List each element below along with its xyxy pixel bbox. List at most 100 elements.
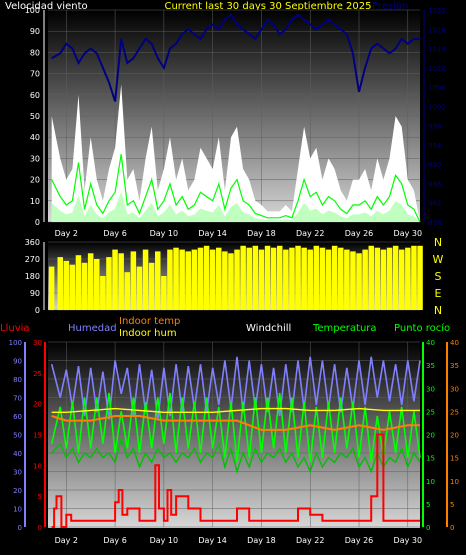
wind-left-tick-label: 80 [30, 48, 40, 57]
direction-bar [106, 257, 112, 310]
legend-windchill: Windchill [246, 323, 291, 334]
rain-tick-label: 0 [38, 524, 42, 532]
temperature-tick-label: 5 [426, 501, 430, 509]
rain-tick-label: 15 [33, 432, 42, 440]
pressure-tick-label: 986 [428, 180, 442, 188]
direction-tick-label: 360 [25, 238, 40, 247]
direction-bar [130, 251, 137, 310]
wind-left-tick-label: 30 [30, 154, 40, 163]
temperature-tick-label: 40 [426, 339, 435, 347]
wind-left-tick-label: 100 [25, 6, 40, 15]
humidity-tick-label: 20 [13, 487, 22, 495]
wind-left-tick-label: 90 [30, 27, 40, 36]
direction-bar [87, 253, 94, 310]
temperature-tick-label: 0 [426, 524, 430, 532]
direction-bar [258, 249, 265, 310]
direction-bar [118, 253, 124, 310]
wind-left-tick-label: 50 [30, 112, 40, 121]
indoor-temperature-tick-label: 5 [450, 501, 454, 509]
temperature-tick-label: 10 [426, 478, 435, 486]
compass-label: S [435, 270, 442, 283]
gust-area [51, 84, 420, 222]
direction-bar [270, 247, 277, 310]
temperature-x-tick-label: Day 30 [394, 536, 423, 545]
direction-bar [362, 249, 368, 310]
indoor-temperature-tick-label: 40 [450, 339, 459, 347]
temperature-x-tick-label: Day 14 [198, 536, 227, 545]
compass-label: N [434, 236, 442, 249]
chart-main-title: Current last 30 days 30 Septiembre 2025 [164, 1, 371, 12]
legend-lluvia: Lluvia [0, 323, 30, 334]
wind-x-tick-label: Day 10 [150, 229, 179, 238]
humidity-tick-label: 60 [13, 413, 22, 421]
temperature-x-tick-label: Day 2 [55, 536, 78, 545]
direction-bar [325, 249, 332, 310]
temperature-x-tick-label: Day 26 [345, 536, 374, 545]
humidity-tick-label: 40 [13, 450, 22, 458]
wind-x-tick-label: Day 14 [198, 229, 227, 238]
wind-left-tick-label: 20 [30, 176, 40, 185]
direction-bar [185, 251, 191, 310]
direction-bar [203, 245, 210, 310]
direction-bar [148, 262, 155, 310]
direction-bar [331, 245, 338, 310]
direction-bar [252, 245, 259, 310]
rain-tick-label: 20 [33, 401, 42, 409]
temperature-tick-label: 20 [426, 432, 435, 440]
rain-tick-label: 30 [33, 339, 42, 347]
direction-bar [264, 245, 271, 310]
wind-x-tick-label: Day 2 [55, 229, 78, 238]
humidity-tick-label: 80 [13, 376, 22, 384]
wind-x-tick-label: Day 6 [103, 229, 126, 238]
humidity-tick-label: 90 [13, 358, 22, 366]
legend-temperatura: Temperatura [312, 323, 377, 334]
wind-base-area [51, 191, 420, 222]
indoor-temperature-tick-label: 10 [450, 478, 459, 486]
direction-bar [307, 249, 313, 310]
direction-bar [344, 249, 350, 310]
pressure-tick-label: 994 [428, 142, 442, 150]
direction-bar [155, 251, 161, 310]
wind-left-tick-label: 40 [30, 133, 40, 142]
legend-indoor-temp: Indoor temp [119, 316, 180, 327]
pressure-tick-label: 1006 [428, 84, 446, 92]
direction-bar [94, 259, 100, 310]
direction-bar [100, 276, 106, 310]
direction-bar [313, 245, 320, 310]
series-temperatura [50, 392, 421, 463]
wind-left-tick-label: 0 [35, 218, 40, 227]
legend-indoor-hum: Indoor hum [119, 328, 177, 339]
wind-x-tick-label: Day 30 [394, 229, 423, 238]
pressure-tick-label: 1014 [428, 46, 446, 54]
temperature-tick-label: 35 [426, 362, 435, 370]
direction-bar [380, 249, 387, 310]
wind-x-tick-label: Day 18 [247, 229, 276, 238]
indoor-temperature-tick-label: 15 [450, 455, 459, 463]
compass-label: W [433, 253, 444, 266]
direction-bar [411, 245, 417, 310]
wind-average-line [51, 154, 421, 223]
pressure-tick-label: 1010 [428, 65, 446, 73]
direction-bar [338, 247, 344, 310]
indoor-temperature-tick-label: 35 [450, 362, 459, 370]
direction-bar [209, 249, 216, 310]
direction-bar [75, 255, 82, 310]
direction-bar [277, 245, 283, 310]
direction-bar [350, 251, 356, 310]
direction-bar [246, 247, 252, 310]
direction-bar [136, 266, 143, 310]
series-lluvia [51, 433, 420, 528]
direction-bar [142, 249, 149, 310]
wind-grid [48, 9, 420, 223]
direction-bar [283, 249, 289, 310]
direction-tick-label: 0 [35, 306, 40, 315]
humidity-tick-label: 30 [13, 469, 22, 477]
direction-tick-label: 180 [25, 272, 40, 281]
indoor-temperature-tick-label: 25 [450, 408, 459, 416]
direction-bar [161, 276, 167, 310]
temperature-x-tick-label: Day 18 [247, 536, 276, 545]
pressure-tick-label: 1002 [428, 103, 446, 111]
direction-bar [191, 249, 198, 310]
direction-bar [167, 249, 173, 310]
